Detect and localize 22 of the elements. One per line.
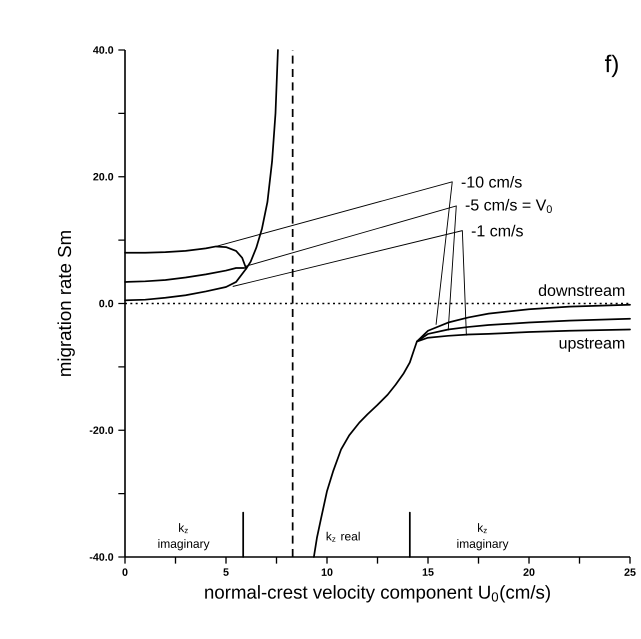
y-tick-label: 0.0 bbox=[99, 300, 114, 308]
series-label: -10 cm/s bbox=[462, 176, 522, 188]
x-axis-title: normal-crest velocity component U$_{0}$(cm/s) bbox=[205, 585, 550, 602]
x-tick-label: 5 bbox=[223, 568, 229, 576]
x-tick-label: 15 bbox=[422, 568, 434, 576]
y-axis-title: migration rate Sm bbox=[57, 231, 75, 376]
y-tick-label: 40.0 bbox=[93, 46, 114, 54]
annotation: k$_{z}$ imaginary bbox=[158, 523, 210, 550]
series-label: -1 cm/s bbox=[472, 224, 523, 236]
annotation: k$_{z}$ imaginary bbox=[457, 523, 509, 550]
y-tick-label: -40.0 bbox=[90, 553, 114, 561]
x-tick-label: 20 bbox=[523, 568, 535, 576]
series-label: -5 cm/s = V$_{0}$ bbox=[466, 198, 552, 213]
annotation: k$_{z}$ real bbox=[326, 532, 360, 542]
series-label: upstream bbox=[560, 338, 624, 352]
x-tick-label: 10 bbox=[322, 568, 333, 576]
x-tick-label: 25 bbox=[624, 568, 636, 576]
x-tick-label: 0 bbox=[122, 568, 128, 576]
y-tick-label: -20.0 bbox=[90, 426, 114, 434]
annotation: f) bbox=[604, 54, 618, 78]
series-label: downstream bbox=[538, 284, 624, 296]
y-tick-label: 20.0 bbox=[93, 172, 114, 181]
